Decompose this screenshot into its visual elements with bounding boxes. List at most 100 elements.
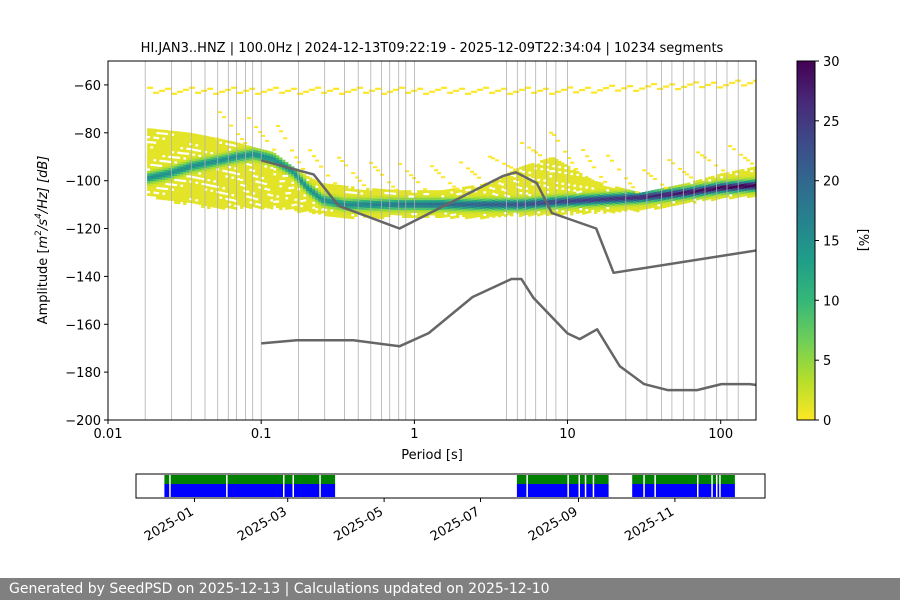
footer-bar: Generated by SeedPSD on 2025-12-13 | Cal…: [0, 578, 900, 600]
pdf-cell: [525, 179, 529, 183]
pdf-cell: [510, 191, 514, 194]
pdf-cell: [162, 179, 166, 183]
pdf-cell: [186, 184, 190, 188]
pdf-cell: [498, 199, 502, 203]
pdf-cell: [501, 203, 505, 206]
pdf-cell: [285, 169, 289, 173]
pdf-cell: [210, 196, 214, 200]
pdf-cell: [183, 172, 187, 175]
pdf-cell: [213, 187, 217, 191]
pdf-cell: [210, 204, 214, 208]
pdf-cell: [465, 203, 469, 207]
availability-gap: [711, 475, 713, 497]
pdf-cell: [423, 205, 427, 208]
pdf-cell: [201, 160, 205, 163]
pdf-cell: [327, 213, 331, 217]
pdf-cell: [342, 185, 346, 189]
pdf-cell: [162, 177, 166, 181]
pdf-cell: [339, 212, 343, 216]
pdf-cell: [522, 183, 526, 186]
pdf-cell: [390, 207, 394, 210]
pdf-cell: [486, 185, 490, 189]
pdf-cell: [318, 184, 322, 188]
pdf-cell: [165, 197, 169, 201]
pdf-cell: [639, 192, 643, 196]
pdf-cell: [252, 149, 256, 153]
pdf-cell: [189, 157, 193, 161]
pdf-cell: [384, 189, 388, 192]
pdf-cell: [714, 187, 718, 191]
pdf-cell: [285, 181, 289, 185]
pdf-cell: [681, 193, 685, 197]
pdf-cell: [213, 205, 217, 208]
pdf-cell: [189, 187, 193, 191]
pdf-cell: [522, 180, 526, 184]
pdf-cell: [327, 208, 331, 212]
pdf-cell: [540, 160, 544, 163]
pdf-cell: [471, 207, 475, 211]
pdf-cell: [255, 167, 259, 171]
pdf-cell: [573, 209, 577, 213]
pdf-cell: [618, 202, 622, 205]
pdf-cell: [213, 145, 217, 148]
pdf-cell: [315, 205, 319, 209]
pdf-cell: [234, 177, 238, 180]
pdf-cell: [564, 186, 568, 190]
pdf-cell: [213, 137, 217, 141]
pdf-cell: [333, 201, 337, 205]
pdf-cell: [564, 204, 568, 207]
pdf-cell: [300, 197, 304, 200]
pdf-cell: [597, 201, 601, 205]
pdf-cell: [732, 178, 736, 182]
pdf-cell: [597, 196, 601, 200]
pdf-cell: [705, 83, 712, 86]
pdf-cell: [675, 195, 679, 198]
pdf-cell: [555, 179, 559, 182]
pdf-cell: [276, 125, 281, 127]
availability-date-ticks: 2025-01 2025-03 2025-05 2025-07 2025-09 2025-…: [142, 498, 677, 545]
pdf-cell: [228, 163, 232, 166]
pdf-cell: [540, 210, 544, 213]
pdf-cell: [555, 199, 559, 202]
pdf-cell: [507, 190, 511, 193]
pdf-cell: [594, 186, 598, 189]
pdf-cell: [261, 191, 265, 195]
pdf-cell: [303, 176, 307, 180]
pdf-cell: [207, 203, 211, 207]
pdf-cell: [504, 179, 508, 182]
pdf-cell: [519, 181, 523, 185]
pdf-cell: [261, 204, 265, 208]
pdf-cell: [273, 195, 277, 199]
pdf-cell: [189, 160, 193, 163]
pdf-cell: [288, 196, 292, 200]
pdf-cell: [219, 156, 223, 160]
pdf-cell: [564, 189, 568, 192]
pdf-cell: [396, 190, 400, 193]
pdf-cell: [510, 193, 514, 197]
pdf-cell: [486, 215, 490, 219]
pdf-cell: [231, 186, 235, 190]
pdf-cell: [651, 200, 655, 203]
pdf-cell: [252, 187, 256, 190]
pdf-cell: [555, 176, 559, 180]
pdf-cell: [249, 153, 253, 157]
pdf-cell: [636, 204, 640, 208]
pdf-cell: [399, 200, 403, 203]
pdf-cell: [294, 200, 298, 204]
pdf-cell: [429, 202, 433, 206]
pdf-cell: [279, 172, 283, 176]
pdf-cell: [156, 144, 160, 147]
pdf-cell: [687, 182, 691, 186]
pdf-cell: [615, 203, 619, 207]
pdf-cell: [147, 193, 151, 196]
pdf-cell: [267, 168, 271, 172]
pdf-cell: [246, 165, 250, 169]
pdf-cell: [447, 189, 451, 192]
pdf-cell: [258, 198, 262, 202]
pdf-cell: [183, 134, 187, 138]
noise-model-curves: [260, 159, 756, 392]
pdf-cell: [429, 90, 436, 93]
pdf-cell: [630, 202, 634, 206]
pdf-cell: [492, 185, 496, 188]
pdf-cell: [180, 189, 184, 193]
